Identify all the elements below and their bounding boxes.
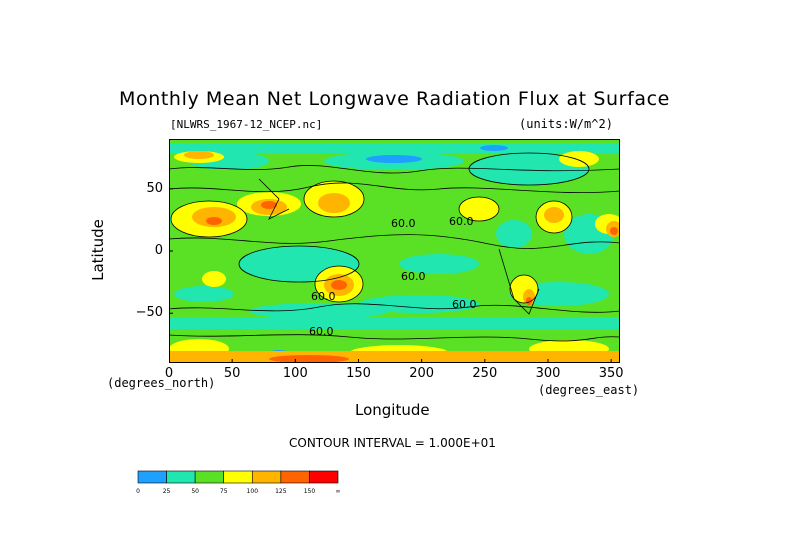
field-100-125 [169,151,620,363]
colorbar-swatch [280,470,310,484]
y-tick-label: 0 [154,243,163,258]
colorbar-level-label: 75 [219,488,228,495]
colorbar-level-label: 25 [162,488,171,495]
contour-label: 60.0 [449,215,474,228]
y-tick-label: −50 [135,305,163,321]
x-tick-label: 300 [535,366,561,381]
x-tick-label: 200 [409,366,435,381]
y-tick-label: 50 [146,180,163,196]
x-tick-label: 50 [223,366,241,381]
colorbar-swatch [166,470,196,484]
colorbar-level-label: 125 [275,488,287,495]
chart-title: Monthly Mean Net Longwave Radiation Flux… [119,88,670,110]
field-125-150 [206,201,618,363]
colorbar-swatch [137,470,167,484]
y-axis-label: Latitude [89,219,107,281]
contour-label: 60.0 [309,325,334,338]
colorbar-swatch [223,470,253,484]
contour-label: 60.0 [401,270,426,283]
contour-interval-note: CONTOUR INTERVAL = 1.000E+01 [289,436,496,450]
y-unit-label: (degrees_north) [107,376,216,390]
colorbar-level-label: 0 [136,488,140,495]
contour-label: 60.0 [452,298,477,311]
colorbar-swatch [309,470,339,484]
source-file-label: [NLWRS_1967-12_NCEP.nc] [170,118,323,131]
flux-map-plot: 60.0 60.0 60.0 60.0 60.0 60.0 [169,139,620,363]
x-tick-label: 250 [472,366,498,381]
colorbar-swatch [251,470,282,484]
contour-label: 60.0 [391,217,416,230]
x-tick-label: 150 [346,366,371,381]
colorbar [137,470,339,484]
contour-lines [169,152,620,342]
x-tick-label: 350 [598,366,624,381]
units-label: (units:W/m^2) [519,117,613,131]
x-axis-label: Longitude [355,401,430,419]
colorbar-level-label: 150 [303,488,316,495]
tick-marks [169,188,612,363]
colorbar-level-label: ∞ [335,488,341,495]
contour-label: 60.0 [311,290,336,303]
colorbar-swatch [194,470,225,484]
colorbar-level-label: 50 [191,488,199,495]
x-tick-label: 0 [164,366,174,381]
x-tick-label: 100 [282,366,308,381]
x-unit-label: (degrees_east) [538,383,640,397]
colorbar-level-label: 100 [246,488,259,495]
